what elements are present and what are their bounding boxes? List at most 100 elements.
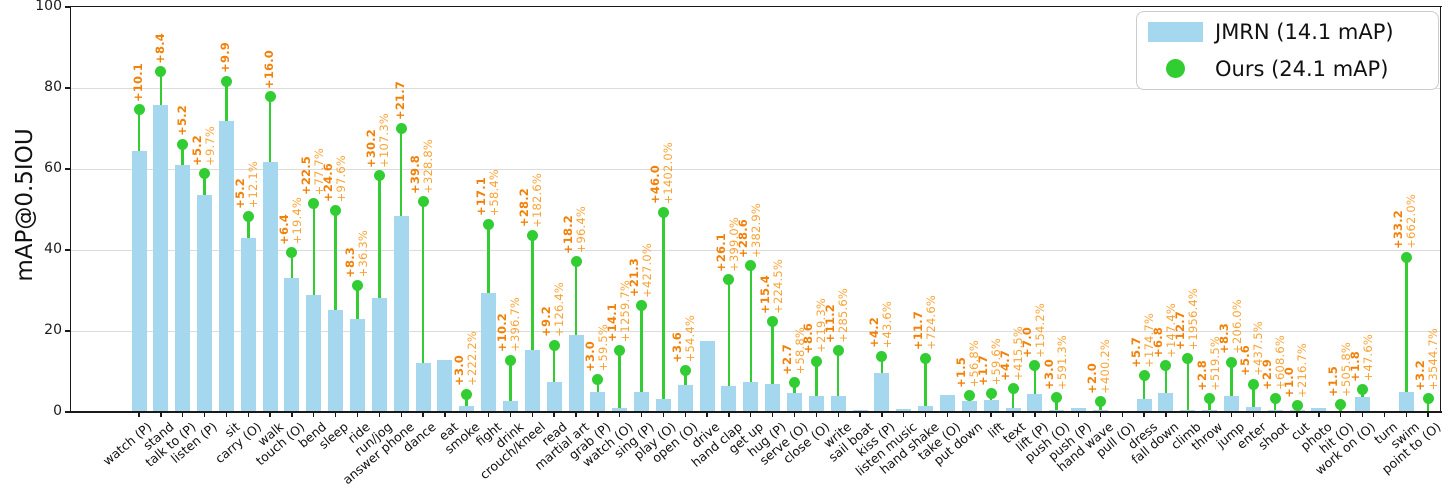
jmrn-bar [677, 385, 693, 412]
ours-dot [1204, 393, 1216, 405]
x-tick-mark [182, 412, 184, 418]
jmrn-bar [481, 293, 497, 412]
ours-dot [548, 339, 560, 351]
delta-annotation: +3.0 [582, 340, 597, 372]
plot-area: +10.1 +8.4 +5.2 +5.2 +9.7% +9.9 +5.2 +12.1% +16.… [71, 7, 1441, 412]
y-tick-mark [64, 87, 70, 89]
ours-stem [880, 356, 884, 374]
x-tick-mark [837, 412, 839, 418]
ours-stem [509, 360, 512, 402]
jmrn-bar [1027, 393, 1043, 412]
ours-stem [137, 109, 141, 151]
jmrn-bar [612, 407, 628, 412]
ours-stem [924, 358, 927, 406]
axis-spine-top [69, 5, 1442, 8]
x-tick-mark [859, 412, 861, 418]
x-tick-mark [400, 412, 402, 418]
ours-stem [574, 261, 578, 336]
x-tick-mark [269, 412, 271, 418]
ours-dot [177, 138, 189, 150]
ours-stem [356, 285, 359, 320]
ours-dot [504, 354, 516, 366]
ours-dot [220, 75, 232, 87]
jmrn-bar [1398, 391, 1414, 412]
jmrn-bar [371, 298, 387, 412]
pct-annotation: +724.6% [923, 295, 938, 351]
jmrn-bar [721, 385, 737, 412]
ours-dot [1247, 378, 1259, 390]
jmrn-bar [415, 363, 431, 412]
ours-stem [334, 210, 337, 310]
x-tick-mark [1165, 412, 1167, 418]
ours-stem [618, 350, 621, 408]
ours-stem [1164, 365, 1168, 394]
y-tick-label: 100 [35, 0, 62, 14]
ours-dot [1226, 356, 1237, 368]
jmrn-bar [546, 382, 562, 412]
jmrn-bar [1311, 408, 1327, 412]
delta-annotation: +5.2 [189, 135, 204, 166]
ours-dot [1007, 383, 1019, 395]
delta-annotation: +21.7 [393, 81, 408, 121]
delta-annotation: +7.0 [1019, 326, 1034, 358]
ours-dot [1291, 400, 1303, 412]
x-tick-mark [575, 412, 577, 418]
ours-stem [1011, 388, 1015, 408]
jmrn-bar [437, 360, 453, 412]
y-tick-mark [64, 411, 70, 413]
delta-annotation: +2.8 [1194, 359, 1209, 391]
y-tick-label: 40 [44, 241, 62, 257]
ours-dot [155, 65, 167, 77]
ours-stem [683, 370, 687, 386]
pct-annotation: +9.7% [202, 126, 217, 166]
ours-dot [920, 352, 932, 364]
ours-dot [985, 387, 997, 399]
x-tick-mark [684, 412, 686, 418]
ours-stem [1142, 375, 1146, 399]
delta-annotation: +5.2 [174, 105, 189, 137]
ours-stem [1405, 257, 1408, 392]
pct-annotation: +591.3% [1054, 334, 1069, 390]
y-tick-label: 20 [44, 322, 62, 338]
x-tick-mark [487, 412, 490, 418]
jmrn-bar [197, 194, 213, 412]
ours-dot [417, 196, 429, 208]
ours-stem [552, 345, 556, 383]
ours-stem [378, 175, 381, 299]
ours-stem [421, 201, 425, 363]
delta-annotation: +9.9 [218, 42, 233, 74]
x-tick-mark [1143, 412, 1145, 418]
ours-stem [268, 96, 272, 162]
x-tick-mark [1208, 412, 1211, 418]
delta-annotation: +1.8 [1347, 350, 1362, 382]
legend-label-jmrn: JMRN (14.1 mAP) [1215, 20, 1394, 45]
delta-annotation: +6.4 [276, 213, 291, 245]
x-tick-mark [662, 412, 665, 418]
jmrn-bar [743, 381, 759, 412]
y-axis-label: mAP@0.5IOU [12, 128, 38, 282]
y-tick-label: 80 [44, 79, 62, 95]
y-tick-mark [64, 6, 70, 8]
x-tick-mark [619, 412, 621, 418]
x-tick-mark [291, 412, 293, 418]
ours-dot [810, 355, 822, 367]
ours-dot [963, 389, 975, 401]
ours-stem [399, 128, 403, 217]
ours-stem [159, 71, 163, 106]
pct-annotation: +43.6% [879, 300, 894, 349]
ours-dot [1422, 393, 1434, 405]
ours-dot [395, 123, 407, 134]
pct-annotation: +182.6% [530, 172, 545, 228]
x-tick-mark [1252, 412, 1255, 418]
ours-stem [1186, 358, 1190, 410]
jmrn-bar [175, 165, 191, 412]
jmrn-bar [1180, 409, 1196, 412]
pct-annotation: +47.6% [1360, 333, 1375, 382]
jmrn-bar [1245, 406, 1261, 412]
x-tick-mark [1230, 412, 1233, 418]
ours-stem [465, 394, 469, 407]
delta-annotation: +24.6 [320, 163, 335, 203]
jmrn-bar [699, 341, 715, 412]
ours-dot [570, 256, 582, 268]
ours-stem [727, 279, 731, 386]
